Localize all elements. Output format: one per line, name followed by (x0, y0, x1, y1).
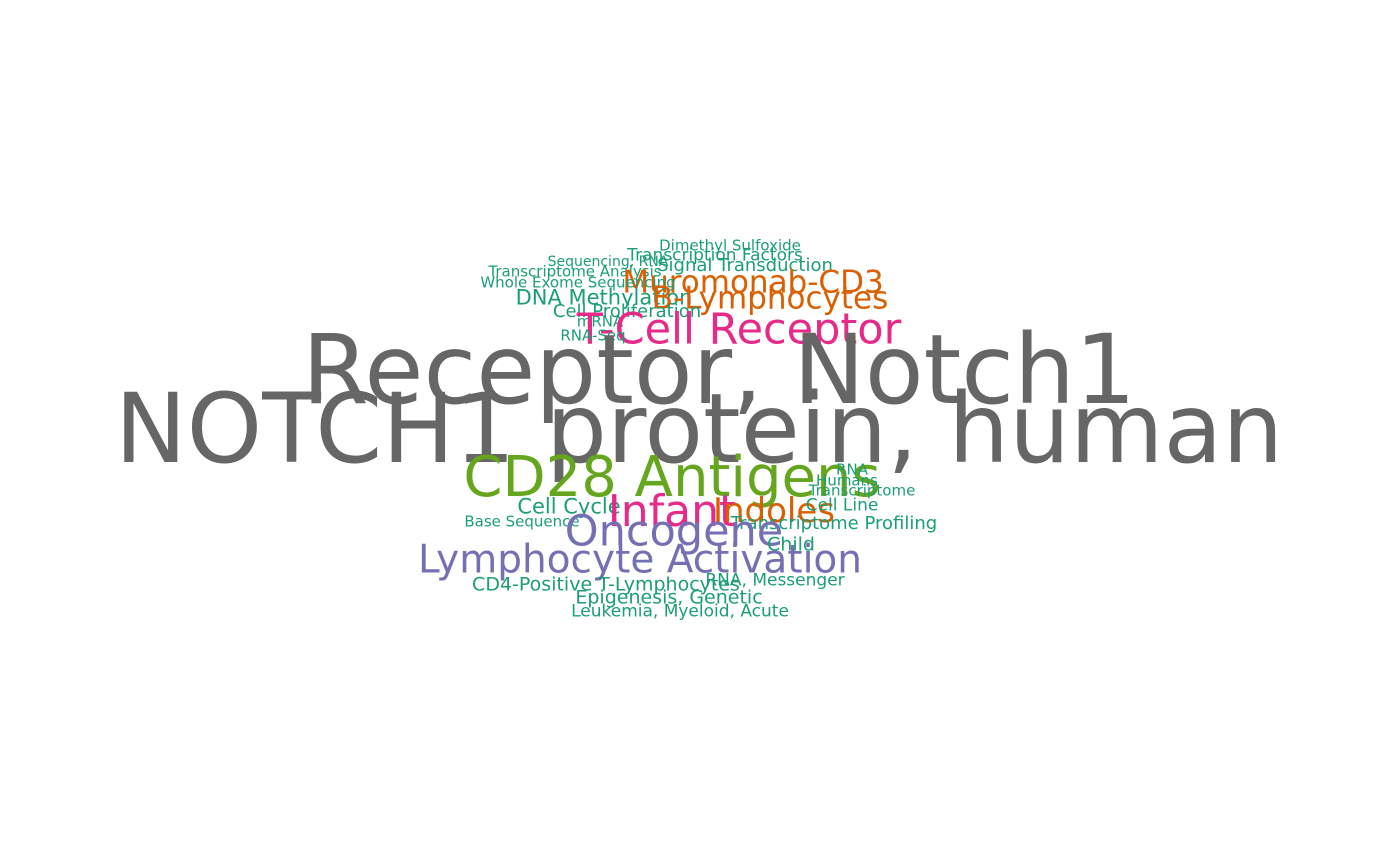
word-notch1-protein-human: NOTCH1 protein, human (114, 373, 1284, 485)
word-leukemia-myeloid-acute: Leukemia, Myeloid, Acute (571, 601, 789, 622)
word-signal-transduction: Signal Transduction (657, 255, 833, 276)
word-cell-proliferation: Cell Proliferation (552, 301, 702, 322)
word-muromonab-cd3: Muromonab-CD3 (622, 264, 884, 301)
word-epigenesis-genetic: Epigenesis, Genetic (575, 586, 763, 609)
word-base-sequence: Base Sequence (464, 512, 580, 531)
word-lymphocyte-activation: Lymphocyte Activation (417, 537, 863, 583)
word-cell-line: Cell Line (805, 495, 879, 516)
word-t-cell-receptor: T-Cell Receptor (576, 304, 902, 355)
word-oncogene: Oncogene (564, 506, 784, 557)
word-cell-cycle: Cell Cycle (517, 494, 621, 519)
word-cd4-positive-t-lymphocytes: CD4-Positive T-Lymphocytes (472, 573, 740, 596)
word-infant: Infant (607, 486, 737, 537)
word-transcriptome: Transcriptome (808, 481, 916, 500)
word-rna-messenger: RNA, Messenger (705, 570, 845, 591)
word-mrna: mRNA (576, 312, 624, 331)
word-transcriptome-profiling: Transcriptome Profiling (730, 513, 938, 534)
word-indoles: Indoles (712, 491, 836, 531)
word-cd28-antigens: CD28 Antigens (463, 445, 881, 510)
word-sequencing-rna: Sequencing, RNA (547, 254, 669, 270)
word-whole-exome-sequencing: Whole Exome Sequencing (480, 273, 676, 292)
word-transcriptome-analysis: Transcriptome Analysis (488, 262, 662, 281)
word-rna-seq: RNA-Seq (560, 326, 626, 345)
word-rna: RNA (836, 460, 868, 479)
word-child: Child (767, 533, 815, 556)
word-b-lymphocytes: B-Lymphocytes (651, 280, 889, 317)
word-receptor-notch1: Receptor, Notch1 (302, 314, 1136, 426)
word-transcription-factors: Transcription Factors (627, 245, 803, 266)
word-dimethyl-sulfoxide: Dimethyl Sulfoxide (659, 236, 801, 255)
word-dna-methylation: DNA Methylation (515, 285, 693, 310)
word-humans: Humans (816, 471, 878, 490)
